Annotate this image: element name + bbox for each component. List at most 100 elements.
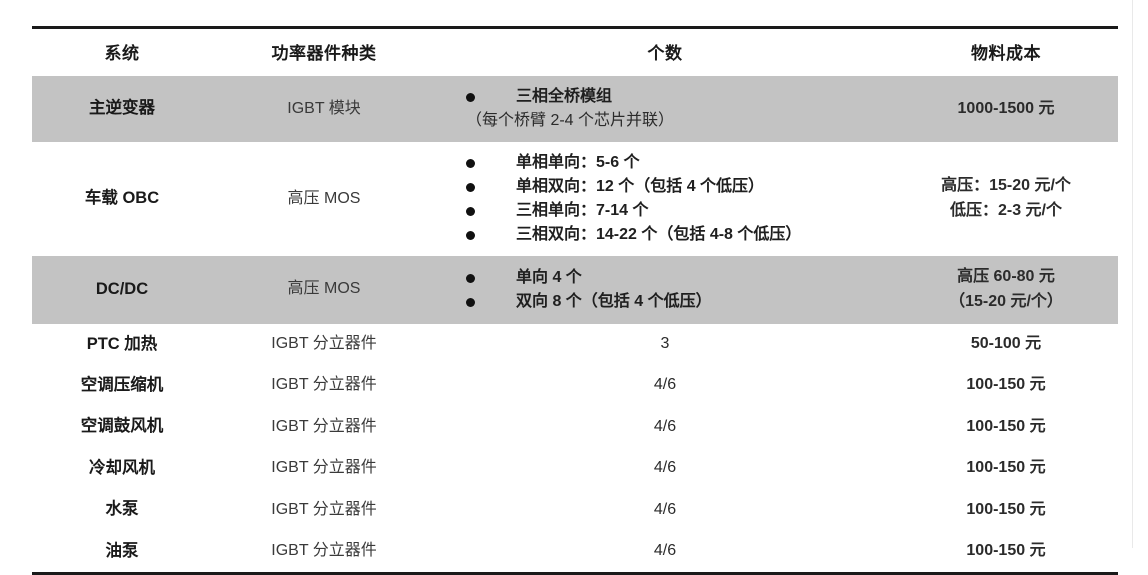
count-value: 4/6 — [653, 542, 677, 560]
cell-count: 4/6 — [436, 406, 894, 447]
cell-cost: 100-150 元 — [894, 489, 1118, 530]
cell-device-type: 高压 MOS — [212, 256, 436, 324]
table-row: 冷却风机 IGBT 分立器件 4/6 100-150 元 — [32, 448, 1118, 489]
table-row: 主逆变器 IGBT 模块 三相全桥模组 （每个桥臂 2-4 个芯片并联） 10 — [32, 76, 1118, 142]
cost-content: 1000-1500 元 — [894, 88, 1118, 131]
count-value: 3 — [660, 334, 670, 352]
cell-count: 单相单向：5-6 个 单相双向：12 个（包括 4 个低压） 三相单向：7-14… — [436, 142, 894, 256]
cell-cost: 高压：15-20 元/个 低压：2-3 元/个 — [894, 142, 1118, 256]
cost-line: 1000-1500 元 — [957, 99, 1055, 117]
cost-value: 50-100 元 — [970, 334, 1042, 352]
device-type-label: IGBT 模块 — [287, 99, 361, 117]
column-header-count: 个数 — [436, 26, 894, 76]
system-label: 主逆变器 — [89, 99, 155, 118]
system-label: 空调压缩机 — [80, 376, 164, 395]
column-header-cost: 物料成本 — [894, 26, 1118, 76]
cost-value: 100-150 元 — [966, 500, 1046, 518]
count-bullet-list: 三相全桥模组 — [442, 85, 888, 109]
cell-cost: 高压 60-80 元 （15-20 元/个） — [894, 256, 1118, 324]
cell-count: 4/6 — [436, 365, 894, 406]
cell-count: 4/6 — [436, 489, 894, 530]
cell-system: 空调压缩机 — [32, 365, 212, 406]
column-header-system: 系统 — [32, 26, 212, 76]
cost-value: 100-150 元 — [966, 459, 1046, 477]
spec-table-container: 系统 功率器件种类 个数 物料成本 主逆变器 IGBT 模块 三相全桥模组 — [32, 26, 1118, 575]
cell-system: DC/DC — [32, 256, 212, 324]
cost-value: 100-150 元 — [966, 417, 1046, 435]
count-value: 4/6 — [653, 459, 677, 477]
list-item: 双向 8 个（包括 4 个低压） — [466, 290, 888, 314]
system-label: PTC 加热 — [86, 334, 158, 353]
cell-device-type: 高压 MOS — [212, 142, 436, 256]
device-type-label: IGBT 分立器件 — [271, 459, 377, 477]
cost-content: 高压 60-80 元 （15-20 元/个） — [894, 256, 1118, 324]
table-row: 油泵 IGBT 分立器件 4/6 100-150 元 — [32, 530, 1118, 575]
cost-line: 低压：2-3 元/个 — [949, 202, 1063, 219]
system-label: 车载 OBC — [84, 189, 160, 208]
cell-device-type: IGBT 分立器件 — [212, 489, 436, 530]
table-header: 系统 功率器件种类 个数 物料成本 — [32, 26, 1118, 76]
system-label: 冷却风机 — [89, 458, 155, 477]
list-item: 三相单向：7-14 个 — [466, 199, 888, 223]
cost-line: 高压 60-80 元 — [957, 268, 1055, 285]
list-item: 单相单向：5-6 个 — [466, 151, 888, 175]
cell-device-type: IGBT 分立器件 — [212, 324, 436, 365]
cell-system: 冷却风机 — [32, 448, 212, 489]
system-label: 油泵 — [105, 541, 139, 560]
count-value: 4/6 — [653, 376, 677, 394]
cell-cost: 100-150 元 — [894, 365, 1118, 406]
cell-cost: 50-100 元 — [894, 324, 1118, 365]
table-row: 水泵 IGBT 分立器件 4/6 100-150 元 — [32, 489, 1118, 530]
power-device-spec-table: 系统 功率器件种类 个数 物料成本 主逆变器 IGBT 模块 三相全桥模组 — [32, 26, 1118, 575]
cell-system: 主逆变器 — [32, 76, 212, 142]
device-type-label: IGBT 分立器件 — [271, 334, 377, 352]
count-content: 单相单向：5-6 个 单相双向：12 个（包括 4 个低压） 三相单向：7-14… — [436, 142, 894, 256]
system-label: 空调鼓风机 — [80, 417, 164, 436]
device-type-label: IGBT 分立器件 — [271, 417, 377, 435]
list-item: 单相双向：12 个（包括 4 个低压） — [466, 175, 888, 199]
cell-system: 水泵 — [32, 489, 212, 530]
table-row: PTC 加热 IGBT 分立器件 3 50-100 元 — [32, 324, 1118, 365]
table-row: 空调鼓风机 IGBT 分立器件 4/6 100-150 元 — [32, 406, 1118, 447]
cost-value: 100-150 元 — [966, 542, 1046, 560]
list-item: 三相双向：14-22 个（包括 4-8 个低压） — [466, 223, 888, 247]
cell-count: 4/6 — [436, 448, 894, 489]
cell-cost: 100-150 元 — [894, 406, 1118, 447]
list-item: 三相全桥模组 — [466, 85, 888, 109]
header-row: 系统 功率器件种类 个数 物料成本 — [32, 26, 1118, 76]
cell-system: 空调鼓风机 — [32, 406, 212, 447]
cell-system: 油泵 — [32, 530, 212, 575]
cell-device-type: IGBT 模块 — [212, 76, 436, 142]
cost-line: 高压：15-20 元/个 — [941, 177, 1071, 195]
cell-count: 单向 4 个 双向 8 个（包括 4 个低压） — [436, 256, 894, 324]
cell-system: PTC 加热 — [32, 324, 212, 365]
table-body: 主逆变器 IGBT 模块 三相全桥模组 （每个桥臂 2-4 个芯片并联） 10 — [32, 76, 1118, 575]
cell-device-type: IGBT 分立器件 — [212, 530, 436, 575]
cost-line: （15-20 元/个） — [949, 292, 1063, 310]
system-label: 水泵 — [105, 500, 139, 519]
count-content: 单向 4 个 双向 8 个（包括 4 个低压） — [436, 257, 894, 323]
device-type-label: 高压 MOS — [287, 280, 361, 298]
count-note: （每个桥臂 2-4 个芯片并联） — [466, 112, 675, 129]
list-item: 单向 4 个 — [466, 266, 888, 290]
device-type-label: IGBT 分立器件 — [271, 542, 377, 560]
cell-count: 4/6 — [436, 530, 894, 575]
device-type-label: IGBT 分立器件 — [271, 500, 377, 518]
device-type-label: IGBT 分立器件 — [271, 376, 377, 394]
device-type-label: 高压 MOS — [287, 189, 361, 207]
cost-content: 高压：15-20 元/个 低压：2-3 元/个 — [894, 165, 1118, 233]
table-row: 空调压缩机 IGBT 分立器件 4/6 100-150 元 — [32, 365, 1118, 406]
column-header-device-type: 功率器件种类 — [212, 26, 436, 76]
cell-device-type: IGBT 分立器件 — [212, 406, 436, 447]
count-bullet-list: 单向 4 个 双向 8 个（包括 4 个低压） — [442, 266, 888, 314]
system-label: DC/DC — [95, 280, 149, 299]
cell-count: 3 — [436, 324, 894, 365]
count-bullet-list: 单相单向：5-6 个 单相双向：12 个（包括 4 个低压） 三相单向：7-14… — [442, 151, 888, 247]
count-content: 三相全桥模组 （每个桥臂 2-4 个芯片并联） — [436, 76, 894, 142]
cell-count: 三相全桥模组 （每个桥臂 2-4 个芯片并联） — [436, 76, 894, 142]
cell-cost: 100-150 元 — [894, 530, 1118, 575]
cell-cost: 100-150 元 — [894, 448, 1118, 489]
cell-cost: 1000-1500 元 — [894, 76, 1118, 142]
cost-value: 100-150 元 — [966, 376, 1046, 394]
count-value: 4/6 — [653, 500, 677, 518]
